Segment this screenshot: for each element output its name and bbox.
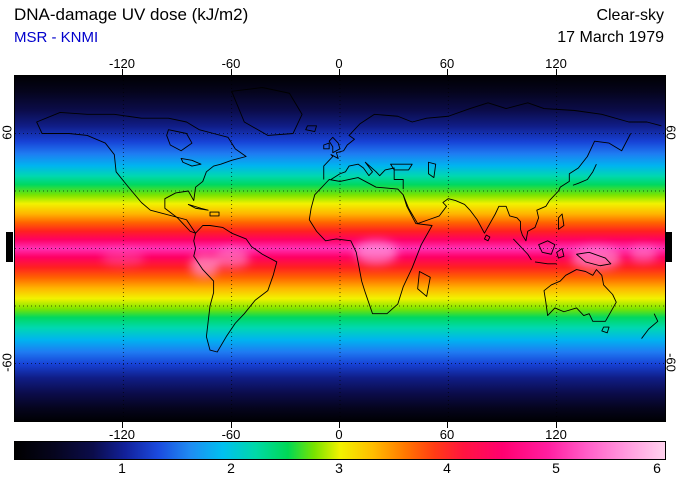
tick-mark bbox=[122, 422, 123, 428]
coastline-black-sea bbox=[391, 164, 413, 170]
tick-mark bbox=[556, 422, 557, 428]
date-label: 17 March 1979 bbox=[557, 29, 664, 46]
coastline-japan bbox=[573, 164, 596, 185]
coastline-borneo bbox=[539, 241, 555, 254]
coastline-cuba bbox=[188, 204, 208, 210]
coastline-south-america bbox=[194, 226, 277, 353]
lat-tick-label-right: 60 bbox=[663, 125, 678, 140]
lon-tick-label-top: 60 bbox=[439, 56, 455, 71]
coastline-hispaniola bbox=[210, 212, 219, 216]
coastline-madagascar bbox=[418, 272, 431, 297]
equator-edge-bar-left bbox=[6, 232, 13, 262]
tick-mark bbox=[339, 69, 340, 75]
lon-tick-label-top: -120 bbox=[108, 56, 136, 71]
tick-mark bbox=[447, 69, 448, 75]
tick-mark bbox=[122, 69, 123, 75]
tick-mark bbox=[447, 422, 448, 428]
coastline-ireland bbox=[324, 143, 329, 149]
coastline-philippines bbox=[558, 214, 563, 229]
coastline-mediterranean bbox=[331, 162, 403, 189]
lon-tick-label-bottom: 120 bbox=[545, 427, 567, 442]
coastline-east-asia bbox=[403, 134, 631, 241]
colorbar-tick-label: 4 bbox=[443, 460, 451, 476]
lon-tick-label-top: 0 bbox=[335, 56, 343, 71]
equator-edge-bar-right bbox=[665, 232, 672, 262]
source-label: MSR - KNMI bbox=[14, 29, 99, 46]
coastline-new-zealand bbox=[642, 314, 658, 339]
coastline-greenland bbox=[232, 88, 302, 136]
colorbar bbox=[14, 441, 666, 460]
tick-mark bbox=[231, 422, 232, 428]
tick-mark bbox=[339, 422, 340, 428]
lon-tick-label-bottom: -60 bbox=[221, 427, 241, 442]
coastline-iceland bbox=[306, 126, 317, 132]
map-svg bbox=[15, 76, 665, 421]
coastline-hudson-bay bbox=[167, 130, 192, 151]
coastline-tasmania bbox=[602, 327, 609, 333]
coastline-java bbox=[535, 262, 557, 264]
colorbar-tick-label: 3 bbox=[335, 460, 343, 476]
coastline-sulawesi bbox=[557, 249, 564, 259]
colorbar-tick-label: 2 bbox=[227, 460, 235, 476]
lon-tick-label-bottom: 0 bbox=[335, 427, 343, 442]
lat-tick-label-left: 60 bbox=[0, 125, 15, 140]
coastline-australia bbox=[544, 270, 616, 322]
lon-tick-label-bottom: 60 bbox=[439, 427, 455, 442]
colorbar-svg bbox=[15, 442, 665, 459]
coastline-sumatra bbox=[513, 239, 531, 260]
tick-mark bbox=[556, 69, 557, 75]
coastline-new-guinea bbox=[577, 252, 611, 265]
lon-tick-label-top: 120 bbox=[545, 56, 567, 71]
lat-tick-label-right: -60 bbox=[663, 353, 678, 372]
header-right: Clear-sky 17 March 1979 bbox=[557, 5, 664, 49]
colorbar-tick-label: 5 bbox=[552, 460, 560, 476]
sky-condition-label: Clear-sky bbox=[596, 7, 664, 24]
coastline-sri-lanka bbox=[484, 235, 489, 241]
coastline-caspian-sea bbox=[428, 162, 435, 177]
figure-title: DNA-damage UV dose (kJ/m2) bbox=[14, 5, 249, 24]
tick-mark bbox=[231, 69, 232, 75]
lat-tick-label-left: -60 bbox=[0, 353, 15, 372]
lon-tick-label-top: -60 bbox=[221, 56, 241, 71]
colorbar-tick-label: 1 bbox=[118, 460, 126, 476]
gridlines-layer bbox=[15, 76, 665, 421]
coastline-great-lakes bbox=[181, 158, 201, 166]
coastlines-layer bbox=[37, 88, 662, 353]
colorbar-tick-label: 6 bbox=[653, 460, 661, 476]
lon-tick-label-bottom: -120 bbox=[108, 427, 136, 442]
coastline-north-america bbox=[37, 112, 246, 233]
world-map bbox=[14, 75, 666, 422]
coastline-eurasia-north bbox=[324, 103, 662, 180]
